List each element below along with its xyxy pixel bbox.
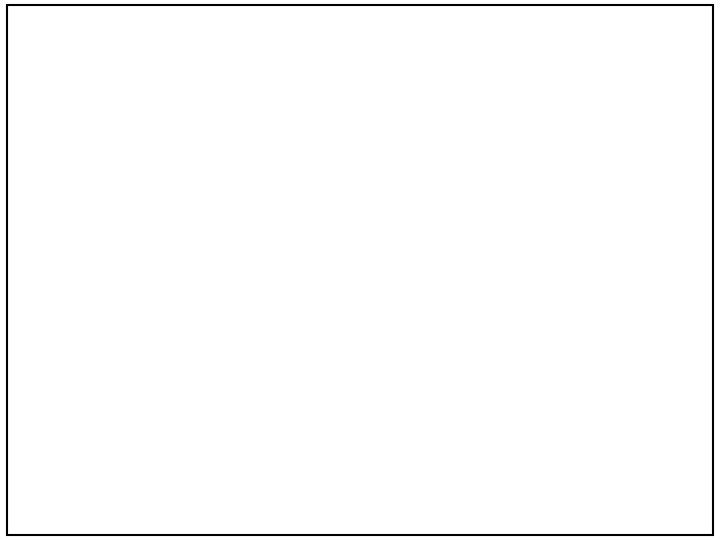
- Point: [196, 243, 207, 252]
- Point: [376, 382, 387, 390]
- Point: [586, 430, 598, 439]
- Point: [279, 401, 290, 409]
- Point: [279, 243, 290, 252]
- Point: [546, 364, 557, 373]
- Point: [358, 246, 369, 254]
- Text: BA model: BA model: [271, 38, 405, 62]
- Point: [189, 384, 200, 393]
- Point: [76, 237, 87, 246]
- Point: [508, 237, 519, 245]
- Point: [158, 243, 170, 252]
- Point: [157, 401, 168, 409]
- Point: [451, 364, 462, 373]
- Point: [504, 264, 516, 272]
- Point: [76, 267, 87, 275]
- Point: [459, 246, 471, 254]
- Point: [336, 448, 347, 457]
- Point: [603, 401, 615, 409]
- Point: [509, 401, 521, 409]
- Point: [491, 371, 503, 380]
- Point: [451, 437, 462, 446]
- Point: [491, 430, 503, 439]
- Point: [504, 246, 516, 254]
- Text: $p_i \propto k_i$: $p_i \propto k_i$: [115, 173, 178, 197]
- Point: [603, 401, 615, 409]
- Point: [513, 417, 525, 426]
- Point: [394, 411, 405, 420]
- Point: [586, 371, 598, 380]
- Point: [369, 237, 381, 245]
- Point: [261, 371, 272, 380]
- Text: R. Albert, A.-L. Barabási: R. Albert, A.-L. Barabási: [44, 110, 214, 123]
- Point: [76, 237, 87, 246]
- Point: [297, 243, 309, 252]
- Text: 3: 3: [647, 514, 657, 529]
- Point: [346, 411, 358, 420]
- Point: [304, 395, 315, 404]
- Point: [139, 371, 150, 380]
- Point: [279, 272, 290, 281]
- Point: [419, 384, 431, 393]
- Text: •: •: [27, 110, 35, 124]
- Point: [369, 237, 381, 245]
- Point: [304, 428, 315, 436]
- Point: [419, 417, 431, 426]
- Point: [99, 437, 110, 446]
- Point: [471, 237, 482, 245]
- Point: [139, 371, 150, 380]
- Point: [67, 384, 78, 393]
- Point: [220, 364, 232, 373]
- Point: [336, 375, 347, 383]
- Point: [462, 401, 473, 409]
- Text: A.-L. Barabási, R. Albert: A.-L. Barabási, R. Albert: [44, 84, 214, 97]
- Point: [402, 264, 414, 272]
- Point: [513, 384, 525, 393]
- Point: [376, 441, 387, 450]
- Text: •: •: [27, 84, 35, 98]
- Point: [231, 401, 243, 409]
- Point: [109, 401, 121, 409]
- Point: [260, 243, 271, 252]
- Point: [139, 430, 150, 439]
- Point: [482, 275, 493, 284]
- Point: [67, 417, 78, 426]
- Point: [189, 417, 200, 426]
- Point: [402, 246, 414, 254]
- Point: [261, 430, 272, 439]
- Point: [279, 243, 290, 252]
- Point: [99, 364, 110, 373]
- Point: [220, 437, 232, 446]
- Text: Emergence of scaling in random networks// (1999) Science 286, 509–512.: Emergence of scaling in random networks/…: [44, 84, 608, 97]
- Point: [177, 272, 189, 281]
- Point: [376, 382, 387, 390]
- Point: [557, 401, 568, 409]
- Point: [177, 272, 189, 281]
- Text: Statistical mechanics of complex networks // (2002) Reviews of Modern
    Physic: Statistical mechanics of complex network…: [44, 110, 596, 138]
- Point: [546, 437, 557, 446]
- Point: [508, 237, 519, 245]
- Text: $p_i = \dfrac{k_i}{\sum_j^N k_j}$: $p_i = \dfrac{k_i}{\sum_j^N k_j}$: [352, 162, 438, 254]
- Point: [380, 275, 392, 284]
